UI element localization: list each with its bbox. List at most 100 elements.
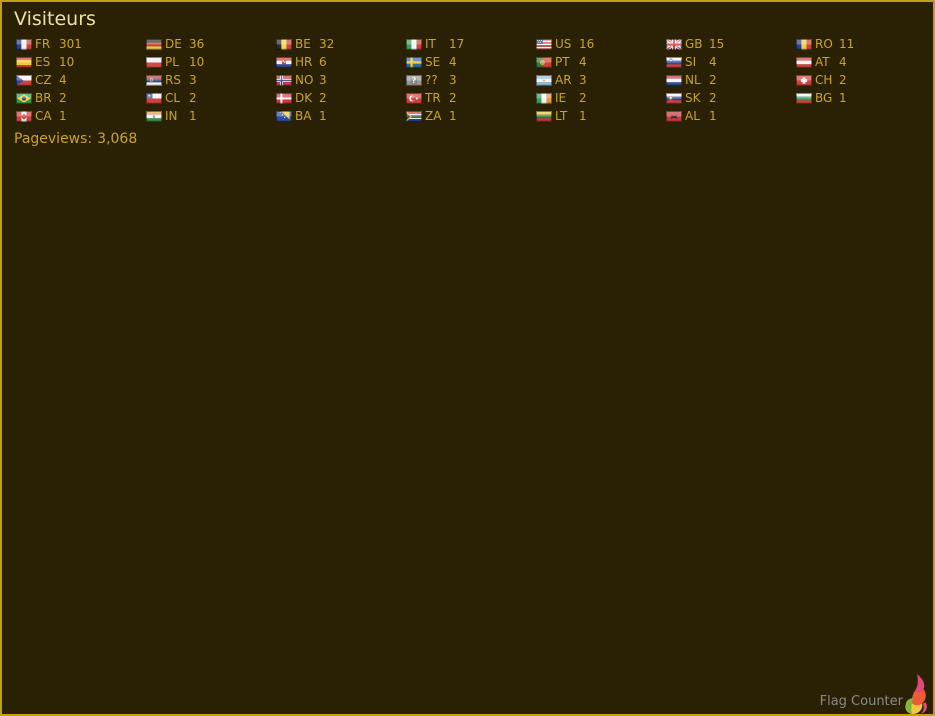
country-code: BR <box>35 91 52 105</box>
visitor-count: 36 <box>189 37 205 51</box>
visitor-entry: AL 1 <box>666 107 796 125</box>
visitor-entry: CH 2 <box>796 71 926 89</box>
visitor-count: 17 <box>449 37 465 51</box>
country-code: CL <box>165 91 181 105</box>
ca-flag-icon <box>16 110 32 122</box>
be-flag-icon <box>276 38 292 50</box>
visitor-entry: BE 32 <box>276 35 406 53</box>
visitor-entry: HR 6 <box>276 53 406 71</box>
visitor-column: GB 15 SI 4 NL 2 SK 2 AL 1 <box>666 35 796 125</box>
country-code: RS <box>165 73 181 87</box>
visitor-entry: RO 11 <box>796 35 926 53</box>
bg-flag-icon <box>796 92 812 104</box>
visitor-count: 4 <box>449 55 457 69</box>
pt-flag-icon <box>536 56 552 68</box>
visitor-count: 1 <box>189 109 197 123</box>
country-code: HR <box>295 55 313 69</box>
country-code: RO <box>815 37 833 51</box>
country-code: ZA <box>425 109 442 123</box>
visitor-entry: GB 15 <box>666 35 796 53</box>
ro-flag-icon <box>796 38 812 50</box>
visitor-entry: IN 1 <box>146 107 276 125</box>
visitor-count: 2 <box>59 91 67 105</box>
visitor-count: 6 <box>319 55 327 69</box>
country-code: LT <box>555 109 568 123</box>
visitor-entry: BG 1 <box>796 89 926 107</box>
visitor-entry: CL 2 <box>146 89 276 107</box>
visitor-count: 2 <box>709 91 717 105</box>
visitor-entry: FR 301 <box>16 35 146 53</box>
cl-flag-icon <box>146 92 162 104</box>
visitor-count: 10 <box>59 55 75 69</box>
visitor-entry: IE 2 <box>536 89 666 107</box>
visitor-entry: CZ 4 <box>16 71 146 89</box>
visitor-entry: DE 36 <box>146 35 276 53</box>
visitor-entry: SI 4 <box>666 53 796 71</box>
ie-flag-icon <box>536 92 552 104</box>
visitor-entry: PT 4 <box>536 53 666 71</box>
sk-flag-icon <box>666 92 682 104</box>
visitor-count: 15 <box>709 37 725 51</box>
visitor-entry: TR 2 <box>406 89 536 107</box>
hr-flag-icon <box>276 56 292 68</box>
svg-text:?: ? <box>412 76 417 85</box>
country-code: DK <box>295 91 313 105</box>
es-flag-icon <box>16 56 32 68</box>
ar-flag-icon <box>536 74 552 86</box>
country-code: AL <box>685 109 700 123</box>
tr-flag-icon <box>406 92 422 104</box>
visitor-column: BE 32 HR 6 NO 3 DK 2 BA 1 <box>276 35 406 125</box>
pageviews-row: Pageviews: 3,068 <box>14 131 137 148</box>
de-flag-icon <box>146 38 162 50</box>
nl-flag-icon <box>666 74 682 86</box>
visitor-count: 1 <box>319 109 327 123</box>
visitor-count: 2 <box>839 73 847 87</box>
flag-counter-flame-logo-icon[interactable] <box>904 674 930 714</box>
rs-flag-icon <box>146 74 162 86</box>
za-flag-icon <box>406 110 422 122</box>
country-code: CA <box>35 109 52 123</box>
fr-flag-icon <box>16 38 32 50</box>
country-code: CZ <box>35 73 52 87</box>
se-flag-icon <box>406 56 422 68</box>
br-flag-icon <box>16 92 32 104</box>
visitor-column: DE 36 PL 10 RS 3 CL 2 IN 1 <box>146 35 276 125</box>
flag-counter-brand-link[interactable]: Flag Counter <box>819 694 903 709</box>
visitor-count: 4 <box>59 73 67 87</box>
us-flag-icon <box>536 38 552 50</box>
visitor-count: 3 <box>449 73 457 87</box>
visitor-count: 2 <box>709 73 717 87</box>
country-code: BA <box>295 109 312 123</box>
visitor-count: 11 <box>839 37 855 51</box>
visitor-count: 16 <box>579 37 595 51</box>
visitor-count: 4 <box>579 55 587 69</box>
visitor-column: US 16 PT 4 AR 3 IE 2 LT 1 <box>536 35 666 125</box>
page-title: Visiteurs <box>14 8 96 30</box>
visitor-column: IT 17 SE 4??? 3 TR 2 ZA 1 <box>406 35 536 125</box>
visitor-count: 3 <box>189 73 197 87</box>
country-code: NL <box>685 73 701 87</box>
visitor-entry: CA 1 <box>16 107 146 125</box>
country-code: NO <box>295 73 314 87</box>
visitor-count: 4 <box>839 55 847 69</box>
si-flag-icon <box>666 56 682 68</box>
country-code: SE <box>425 55 441 69</box>
visitor-count: 2 <box>319 91 327 105</box>
pageviews-label: Pageviews: <box>14 131 93 147</box>
visitor-entry: LT 1 <box>536 107 666 125</box>
visitor-count: 10 <box>189 55 205 69</box>
country-code: CH <box>815 73 833 87</box>
country-code: ?? <box>425 73 438 87</box>
al-flag-icon <box>666 110 682 122</box>
visitor-count: 4 <box>709 55 717 69</box>
visitor-count: 1 <box>839 91 847 105</box>
visitor-entry: SE 4 <box>406 53 536 71</box>
country-code: IN <box>165 109 178 123</box>
country-code: IE <box>555 91 567 105</box>
country-code: DE <box>165 37 182 51</box>
country-code: PT <box>555 55 570 69</box>
pageviews-value: 3,068 <box>97 131 138 147</box>
visitor-entry: US 16 <box>536 35 666 53</box>
lt-flag-icon <box>536 110 552 122</box>
